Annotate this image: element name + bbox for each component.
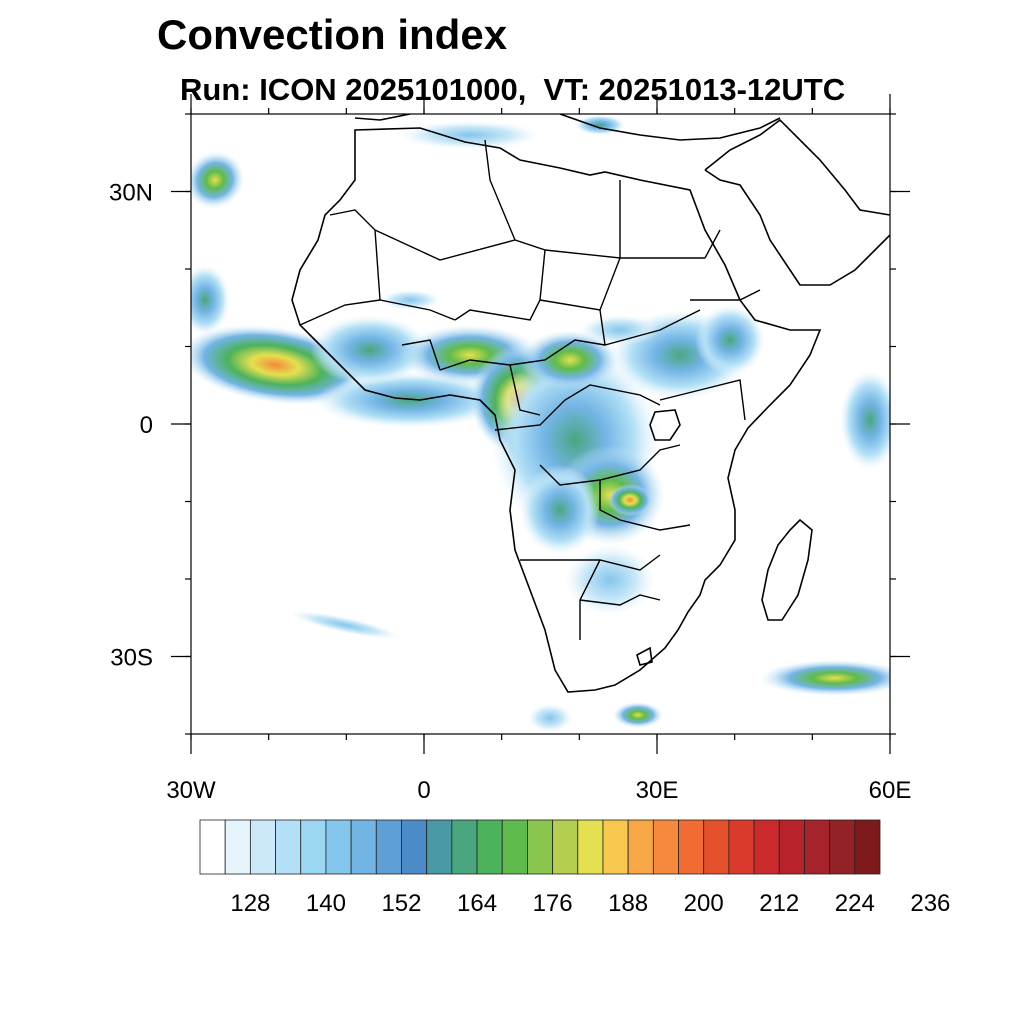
- colorbar-swatch: [854, 819, 881, 875]
- lon-tick-label: 0: [417, 777, 430, 804]
- lat-tick-label: 0: [140, 412, 153, 439]
- colorbar-swatch: [829, 819, 856, 875]
- colorbar-swatch: [426, 819, 453, 875]
- colorbar-swatch: [602, 819, 629, 875]
- convection-south-atlantic-streak: [291, 611, 399, 639]
- colorbar-swatch: [199, 819, 226, 875]
- lake-victoria: [649, 409, 681, 441]
- convection-angola-south: [520, 465, 600, 555]
- colorbar-swatch: [728, 819, 755, 875]
- colorbar-swatch: [552, 819, 579, 875]
- colorbar-swatch: [678, 819, 705, 875]
- convection-south-africa-interior: [565, 545, 655, 615]
- convection-canary-islands-band: [191, 151, 245, 209]
- convection-ethiopia-east: [695, 305, 765, 375]
- colorbar-swatch: [300, 819, 327, 875]
- colorbar-label: 176: [533, 890, 573, 917]
- colorbar-swatch: [476, 819, 503, 875]
- colorbar-label: 164: [457, 890, 497, 917]
- colorbar-swatch: [325, 819, 352, 875]
- colorbar-label: 188: [608, 890, 648, 917]
- convection-sahara-weak: [380, 290, 440, 310]
- border-lines: [299, 139, 761, 640]
- colorbar-label: 200: [684, 890, 724, 917]
- convection-field: [191, 115, 890, 732]
- colorbar-swatch: [627, 819, 654, 875]
- convection-aegean: [575, 115, 625, 135]
- chart-subtitle: Run: ICON 2025101000, VT: 20251013-12UTC: [180, 72, 846, 107]
- convection-guinea-west: [310, 315, 430, 385]
- colorbar-swatch: [224, 819, 251, 875]
- colorbar-swatch: [451, 819, 478, 875]
- madagascar-coastline: [761, 518, 813, 621]
- colorbar-swatch: [577, 819, 604, 875]
- lon-tick-label: 60E: [869, 777, 912, 804]
- axis-ticks: [171, 94, 910, 754]
- colorbar-label: 224: [835, 890, 875, 917]
- colorbar-label: 212: [759, 890, 799, 917]
- colorbar-label: 152: [381, 890, 421, 917]
- lon-tick-label: 30E: [636, 777, 679, 804]
- lesotho: [636, 646, 653, 666]
- colorbar-swatch: [249, 819, 276, 875]
- country-borders: [299, 139, 761, 640]
- colorbar-swatch: [652, 819, 679, 875]
- colorbar-swatch: [501, 819, 528, 875]
- lat-tick-label: 30N: [109, 180, 153, 207]
- africa-coastline: [291, 127, 822, 693]
- convection-mediterranean: [400, 121, 540, 149]
- colorbar-label: 236: [910, 890, 950, 917]
- coastlines: [291, 114, 890, 693]
- colorbar-label: 128: [230, 890, 270, 917]
- colorbar-swatch: [703, 819, 730, 875]
- colorbar-swatch: [401, 819, 428, 875]
- lat-tick-label: 30S: [110, 645, 153, 672]
- colorbar-swatch: [350, 819, 377, 875]
- colorbar-swatch: [527, 819, 553, 875]
- convection-car: [520, 330, 620, 390]
- colorbar-swatch: [753, 819, 780, 875]
- convection-west-atlantic-edge: [191, 265, 230, 335]
- colorbar-label: 140: [306, 890, 346, 917]
- colorbar: [199, 819, 881, 875]
- colorbar-swatch: [275, 819, 302, 875]
- convection-south-indian-ocean: [760, 660, 890, 696]
- lon-tick-label: 30W: [166, 777, 216, 804]
- convection-sudan-weak: [580, 315, 660, 345]
- colorbar-swatch: [375, 819, 402, 875]
- convection-east-indian-ocean: [840, 370, 890, 470]
- convection-zambia-hotspot: [608, 484, 652, 516]
- colorbar-swatch: [804, 819, 831, 875]
- arabia-coastline: [704, 118, 890, 286]
- chart-title: Convection index: [157, 11, 508, 58]
- convection-south-atlantic-cape: [613, 702, 663, 728]
- convection-cape-west: [528, 704, 572, 732]
- colorbar-labels: 128 140 152 164 176 188 200 212 224 236: [230, 890, 950, 917]
- colorbar-swatch: [778, 819, 805, 875]
- axis-tick-labels: 30W 0 30E 60E 30N 0 30S: [109, 180, 911, 805]
- europe-coastline: [354, 114, 781, 141]
